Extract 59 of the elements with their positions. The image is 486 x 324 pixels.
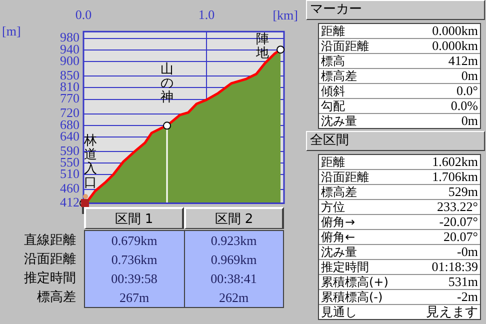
text: 0m [461, 113, 478, 128]
text: 沈み量 [321, 245, 357, 259]
text: 0.000km [432, 23, 478, 38]
text: 沿面距離 [321, 39, 369, 53]
text: 0.736km [85, 250, 184, 269]
text: 0.969km [210, 251, 258, 269]
text: 標高差 [37, 289, 76, 307]
text: マーカー [306, 0, 485, 20]
text: 俯角← [321, 230, 356, 244]
text: 累積標高(-) [321, 290, 383, 304]
text: 531m [448, 274, 478, 289]
text: 標高 [321, 54, 345, 68]
text: 傾斜 [321, 84, 345, 98]
text: 412m [448, 53, 478, 68]
annotation: 林道入口 [83, 134, 97, 191]
text: 0.923km [210, 232, 258, 250]
text: 直線距離 [24, 232, 76, 250]
text: 推定時間 [24, 270, 76, 288]
category-label: 区間 2 [184, 207, 284, 229]
text: 00:38:41 [210, 270, 258, 288]
text: 見通し [321, 305, 357, 319]
x-axis-title: [km] [272, 7, 298, 22]
text: 全区間 [306, 131, 485, 151]
text: 0.0° [456, 83, 478, 98]
text: 沿面距離 [24, 251, 76, 269]
text: 267m [85, 288, 184, 307]
text: 0.0% [450, 98, 478, 113]
y-tick-label: 460 [60, 180, 80, 196]
y-axis-title: [m] [2, 23, 21, 38]
text: -0m [457, 244, 478, 259]
text: 標高差 [321, 185, 357, 199]
text: -2m [457, 289, 478, 304]
text: 0.679km [85, 231, 184, 250]
text: 262m [218, 289, 250, 307]
text: 距離 [321, 24, 345, 38]
text: 見えます [426, 304, 478, 319]
category-label: 区間 1 [84, 207, 184, 229]
text: -20.07° [439, 214, 478, 229]
text: 01:18:39 [432, 259, 478, 274]
text: 529m [448, 184, 478, 199]
text: 累積標高(+) [321, 275, 388, 289]
text: 20.07° [444, 229, 478, 244]
text: 標高差 [321, 69, 357, 83]
text: 1.706km [432, 169, 478, 184]
text: 推定時間 [321, 260, 369, 274]
x-tick-label: 0.0 [75, 7, 92, 22]
text: 00:39:58 [85, 269, 184, 288]
text: 沈み量 [321, 114, 357, 128]
text: 0m [461, 68, 478, 83]
text: 233.22° [437, 199, 478, 214]
text: 1.602km [432, 154, 478, 169]
text: 0.000km [432, 38, 478, 53]
text: 沿面距離 [321, 170, 369, 184]
y-tick-label: 412 [60, 194, 80, 210]
text: 距離 [321, 155, 345, 169]
text: 俯角→ [321, 215, 356, 229]
x-tick-label: 1.0 [198, 7, 215, 22]
text: 方位 [321, 200, 345, 214]
text: 勾配 [321, 99, 345, 113]
